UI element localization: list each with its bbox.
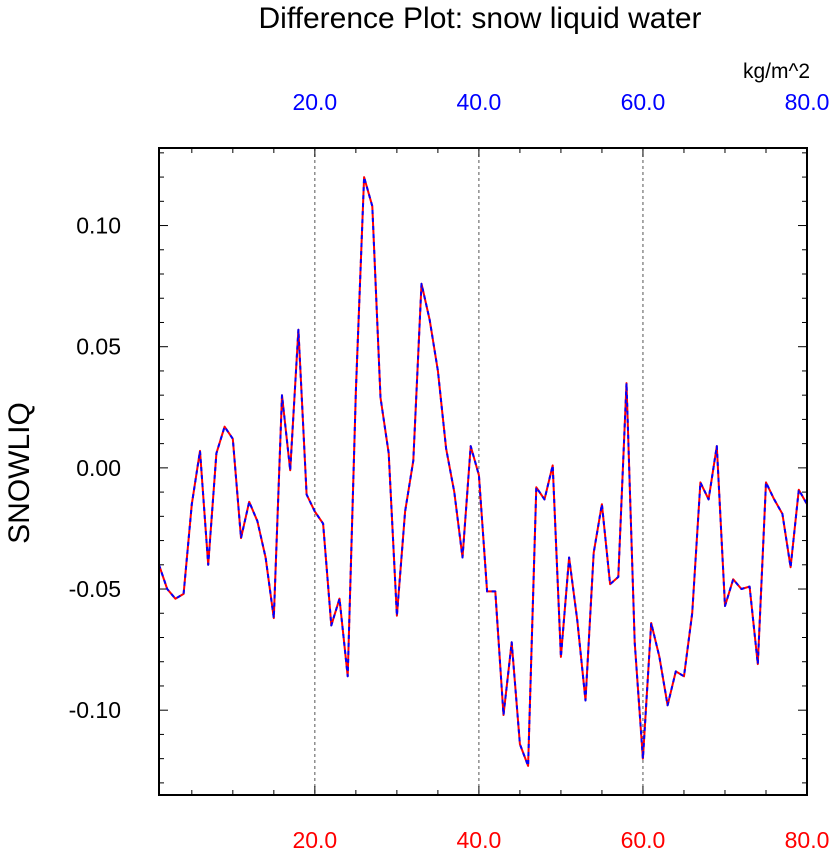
y-axis-label: SNOWLIQ [3,402,36,544]
y-tick-label: 0.00 [76,455,121,481]
series-line-red [158,176,808,767]
plot-frame [158,147,808,796]
x-tick-label-top: 40.0 [457,89,502,115]
x-tick-label-top: 20.0 [292,89,337,115]
y-tick-label: -0.10 [69,697,121,723]
y-tick-label: 0.10 [76,213,121,239]
x-tick-label-top: 60.0 [621,89,666,115]
axis-ticks [159,148,808,795]
x-tick-label-bottom: 80.0 [785,827,830,853]
x-tick-label-bottom: 20.0 [292,827,337,853]
series-lines [158,176,808,767]
y-tick-label: -0.05 [69,576,121,602]
units-label: kg/m^2 [743,60,810,83]
y-tick-label: 0.05 [76,334,121,360]
tick-labels: 20.0 20.0 40.0 40.0 60.0 60.0 80.0 80.0 0.10 0.05… [69,89,830,853]
x-tick-label-top: 80.0 [785,89,830,115]
chart-title: Difference Plot: snow liquid water [259,2,702,35]
x-tick-label-bottom: 40.0 [457,827,502,853]
series-line-blue [158,176,808,767]
x-tick-label-bottom: 60.0 [621,827,666,853]
